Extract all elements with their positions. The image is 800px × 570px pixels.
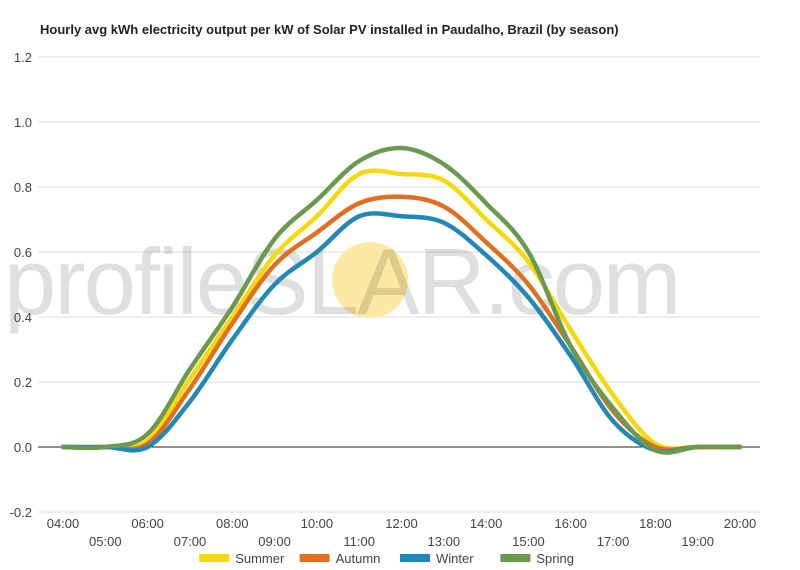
x-tick-label: 08:00: [216, 516, 249, 531]
x-tick-label: 04:00: [47, 516, 80, 531]
x-tick-label: 13:00: [428, 534, 461, 549]
watermark: profileSLAR.com: [4, 229, 681, 334]
watermark-text-right: LAR.com: [307, 229, 680, 334]
series-lines: [60, 145, 743, 455]
x-tick-label: 16:00: [554, 516, 587, 531]
x-axis-ticks: 04:00 05:00 06:00 07:00 08:00 09:00 10:00 11:00…: [47, 516, 757, 549]
series-line-winter: [60, 211, 743, 454]
y-tick-label: 0.4: [14, 310, 32, 325]
legend-swatch: [500, 554, 531, 562]
y-tick-label: 0.8: [14, 180, 32, 195]
x-tick-label: 09:00: [258, 534, 291, 549]
x-tick-label: 07:00: [174, 534, 207, 549]
gridlines: [38, 56, 760, 513]
legend-label: Spring: [536, 551, 574, 566]
legend: Summer Autumn Winter Spring: [199, 551, 574, 566]
x-tick-label: 15:00: [512, 534, 545, 549]
watermark-sun-icon: [332, 242, 408, 318]
legend-item-winter[interactable]: Winter: [400, 551, 474, 566]
legend-label: Summer: [235, 551, 285, 566]
x-tick-label: 18:00: [639, 516, 672, 531]
y-tick-label: 0.6: [14, 245, 32, 260]
y-tick-label: 1.2: [14, 50, 32, 65]
legend-label: Winter: [436, 551, 474, 566]
y-tick-label: 1.0: [14, 115, 32, 130]
x-tick-label: 14:00: [470, 516, 503, 531]
legend-item-autumn[interactable]: Autumn: [299, 551, 381, 566]
x-tick-label: 06:00: [131, 516, 164, 531]
y-tick-label: -0.2: [10, 505, 32, 520]
x-tick-label: 12:00: [385, 516, 418, 531]
x-tick-label: 20:00: [724, 516, 757, 531]
y-tick-label: 0.2: [14, 375, 32, 390]
chart-title: Hourly avg kWh electricity output per kW…: [40, 22, 619, 37]
legend-item-summer[interactable]: Summer: [199, 551, 285, 566]
series-line-spring: [60, 145, 743, 455]
x-tick-label: 10:00: [301, 516, 334, 531]
x-tick-label: 11:00: [343, 534, 375, 549]
legend-swatch: [299, 554, 330, 562]
y-tick-label: 0.0: [14, 440, 32, 455]
watermark-text-left: profile: [4, 229, 246, 334]
y-axis-ticks: -0.2 0.0 0.2 0.4 0.6 0.8 1.0 1.2: [10, 50, 32, 520]
legend-swatch: [400, 554, 430, 562]
x-tick-label: 05:00: [89, 534, 122, 549]
x-tick-label: 17:00: [597, 534, 630, 549]
legend-label: Autumn: [336, 551, 381, 566]
legend-swatch: [199, 554, 230, 562]
series-line-summer: [60, 168, 743, 451]
legend-item-spring[interactable]: Spring: [500, 551, 574, 566]
watermark-text: profileSLAR.com: [4, 229, 679, 334]
x-tick-label: 19:00: [681, 534, 714, 549]
